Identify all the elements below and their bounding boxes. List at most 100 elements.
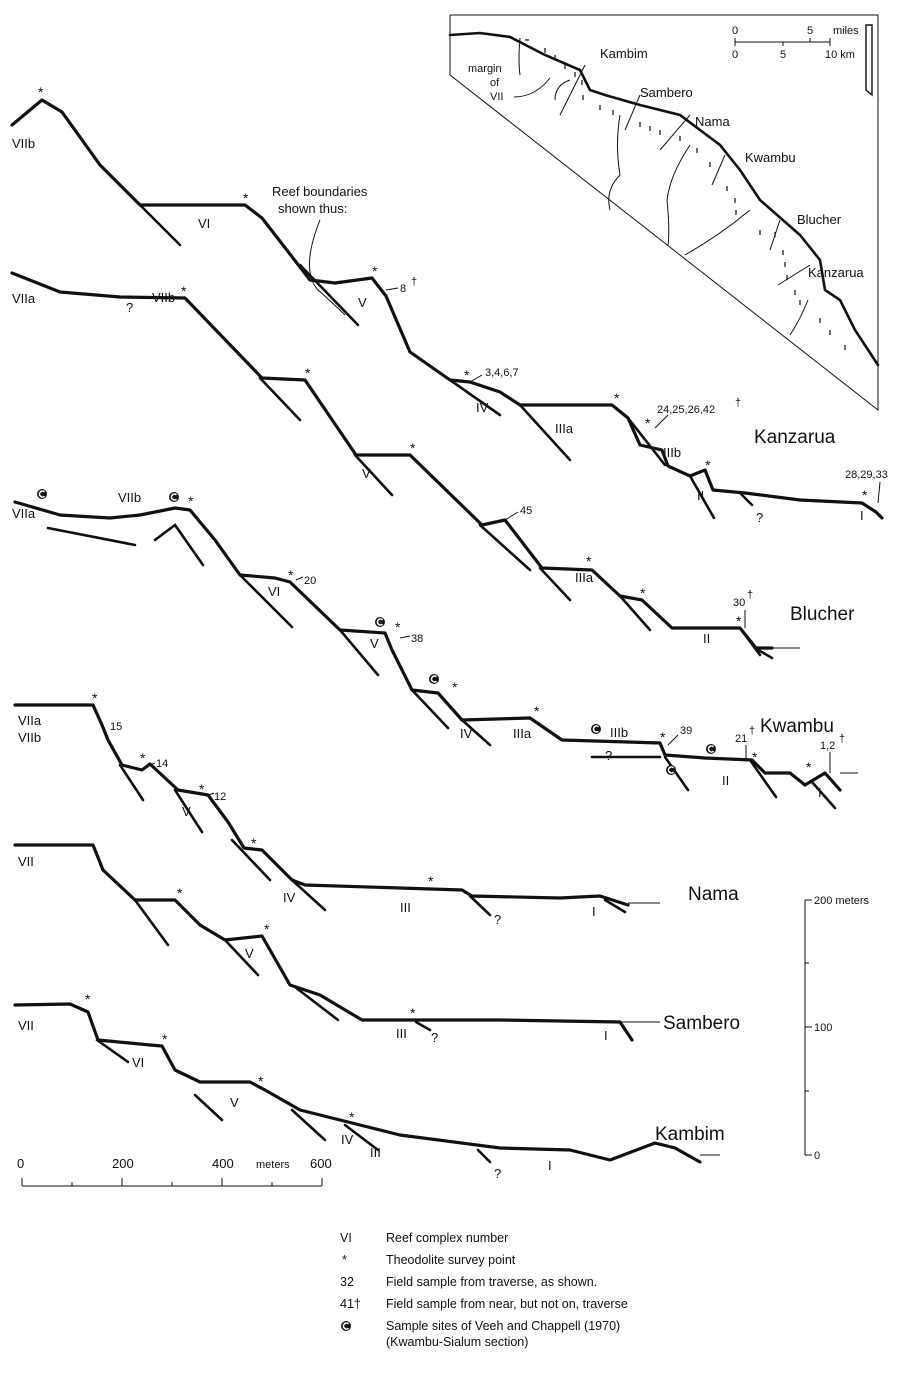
svg-text:*: * — [342, 1253, 347, 1267]
inset-place-kambim: Kambim — [600, 46, 648, 61]
svg-text:II: II — [703, 631, 710, 646]
svg-text:*: * — [199, 781, 205, 797]
svg-text:?: ? — [494, 1166, 501, 1181]
svg-text:*: * — [264, 921, 270, 937]
svg-text:†: † — [749, 725, 755, 737]
legend: VI Reef complex number * Theodolite surv… — [340, 1231, 628, 1349]
svg-text:Field sample from near, but no: Field sample from near, but not on, trav… — [386, 1297, 628, 1311]
svg-text:*: * — [258, 1073, 264, 1089]
svg-text:I: I — [860, 508, 864, 523]
svg-text:Field sample from traverse, as: Field sample from traverse, as shown. — [386, 1275, 597, 1289]
profile-label-kwambu: Kwambu — [760, 716, 834, 737]
svg-text:600: 600 — [310, 1156, 332, 1171]
svg-text:*: * — [140, 750, 146, 766]
svg-text:V: V — [230, 1095, 239, 1110]
profile-kanzarua: VIIb VI V IV IIIa IIIb II I * * * * * * … — [10, 84, 888, 525]
svg-text:0: 0 — [732, 25, 738, 37]
svg-text:100: 100 — [814, 1022, 832, 1034]
svg-text:*: * — [372, 263, 378, 279]
svg-text:24,25,26,42: 24,25,26,42 — [657, 404, 715, 416]
svg-text:*: * — [395, 619, 401, 635]
svg-text:41†: 41† — [340, 1297, 361, 1311]
svg-text:14: 14 — [156, 758, 168, 770]
svg-text:IV: IV — [341, 1132, 354, 1147]
svg-text:†: † — [839, 733, 845, 745]
svg-text:?: ? — [126, 300, 133, 315]
svg-text:II: II — [722, 773, 729, 788]
svg-text:†: † — [411, 276, 417, 288]
profile-kambim: VII VI V IV III I * * * * ? Kambim — [13, 991, 725, 1181]
profile-label-kambim: Kambim — [655, 1124, 725, 1145]
svg-text:IV: IV — [476, 400, 489, 415]
svg-text:VIIb: VIIb — [152, 290, 175, 305]
svg-text:?: ? — [605, 748, 612, 763]
svg-text:miles: miles — [833, 25, 859, 37]
profile-label-nama: Nama — [688, 884, 739, 905]
svg-text:*: * — [660, 729, 666, 745]
svg-text:?: ? — [494, 912, 501, 927]
svg-text:†: † — [735, 397, 741, 409]
svg-text:III: III — [396, 1026, 407, 1041]
svg-text:VIIb: VIIb — [12, 136, 35, 151]
svg-text:*: * — [349, 1109, 355, 1125]
svg-text:*: * — [188, 493, 194, 509]
svg-text:*: * — [181, 283, 187, 299]
svg-text:32: 32 — [340, 1275, 354, 1289]
svg-text:*: * — [428, 873, 434, 889]
svg-text:45: 45 — [520, 505, 532, 517]
veeh-chappell-site-icon — [340, 1320, 352, 1332]
svg-text:5: 5 — [807, 25, 813, 37]
svg-text:VIIb: VIIb — [118, 490, 141, 505]
svg-text:*: * — [464, 367, 470, 383]
svg-text:VIIb: VIIb — [18, 730, 41, 745]
svg-text:0: 0 — [732, 49, 738, 61]
svg-text:Theodolite survey point: Theodolite survey point — [386, 1253, 516, 1267]
svg-text:39: 39 — [680, 725, 692, 737]
profile-label-blucher: Blucher — [790, 604, 855, 625]
svg-text:VII: VII — [18, 854, 34, 869]
inset-place-kanzarua: Kanzarua — [808, 265, 864, 280]
svg-text:III: III — [370, 1145, 381, 1160]
svg-text:†: † — [747, 589, 753, 601]
svg-text:?: ? — [756, 510, 763, 525]
svg-text:V: V — [245, 946, 254, 961]
inset-place-sambero: Sambero — [640, 85, 693, 100]
inset-place-blucher: Blucher — [797, 212, 842, 227]
inset-map: Kambim Sambero Nama Kwambu Blucher Kanza… — [448, 14, 880, 412]
svg-text:Reef complex number: Reef complex number — [386, 1231, 508, 1245]
svg-text:0: 0 — [17, 1156, 24, 1171]
svg-text:IIIa: IIIa — [575, 570, 594, 585]
svg-text:Sample sites of Veeh and Chapp: Sample sites of Veeh and Chappell (1970) — [386, 1319, 620, 1333]
svg-text:*: * — [288, 567, 294, 583]
svg-text:VI: VI — [340, 1231, 352, 1245]
svg-text:IIIa: IIIa — [555, 421, 574, 436]
svg-text:III: III — [400, 900, 411, 915]
svg-text:I: I — [818, 785, 822, 800]
inset-scale-bar: 0 5 miles 0 5 10 km — [732, 25, 859, 61]
svg-text:5: 5 — [780, 49, 786, 61]
svg-text:IIIb: IIIb — [610, 725, 628, 740]
svg-text:*: * — [85, 991, 91, 1007]
svg-text:*: * — [640, 585, 646, 601]
profile-nama: VIIa VIIb V IV III I * * * * * 15 14 12 … — [13, 690, 739, 927]
svg-text:*: * — [736, 613, 742, 629]
svg-text:200 meters: 200 meters — [814, 895, 870, 907]
svg-text:20: 20 — [304, 575, 316, 587]
svg-text:*: * — [862, 487, 868, 503]
svg-text:*: * — [305, 365, 311, 381]
svg-text:12: 12 — [214, 791, 226, 803]
svg-text:200: 200 — [112, 1156, 134, 1171]
margin-label-1: margin — [468, 63, 502, 75]
svg-text:21: 21 — [735, 733, 747, 745]
svg-text:IIIb: IIIb — [663, 445, 681, 460]
svg-text:*: * — [410, 1005, 416, 1021]
svg-text:*: * — [92, 690, 98, 706]
svg-text:II: II — [697, 488, 704, 503]
svg-text:VII: VII — [18, 1018, 34, 1033]
svg-text:*: * — [251, 835, 257, 851]
vertical-scale-bar: 200 meters 100 0 — [804, 895, 870, 1162]
svg-text:V: V — [182, 804, 191, 819]
north-arrow-icon — [865, 24, 873, 97]
svg-text:*: * — [806, 759, 812, 775]
svg-text:15: 15 — [110, 721, 122, 733]
